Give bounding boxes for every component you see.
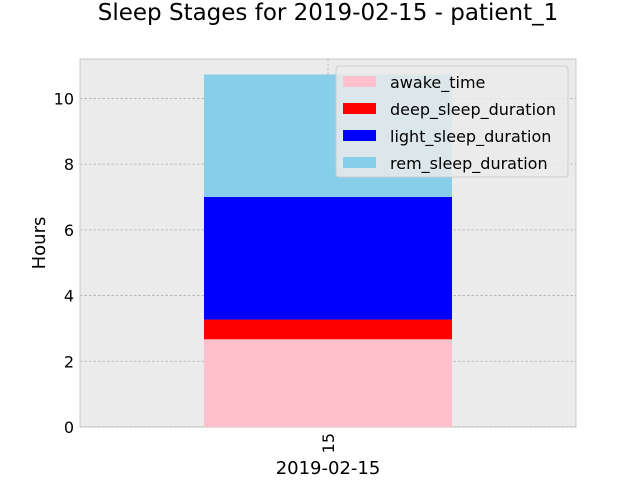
y-tick-label-3: 6 (64, 221, 74, 240)
bars (204, 74, 452, 427)
legend: awake_time deep_sleep_duration light_sleep… (335, 65, 569, 178)
x-tick-label-0: 15 (319, 433, 338, 453)
legend-swatch-rem_sleep_duration (343, 157, 376, 168)
legend-swatch-awake_time (343, 76, 376, 87)
bar-deep_sleep_duration-15 (204, 319, 452, 340)
y-tick-label-5: 10 (54, 89, 74, 108)
bar-awake_time-15 (204, 339, 452, 427)
legend-label-light_sleep_duration: light_sleep_duration (390, 127, 551, 147)
legend-box (335, 65, 569, 178)
y-tick-label-4: 8 (64, 155, 74, 174)
y-tick-label-2: 4 (64, 287, 74, 306)
chart-title: Sleep Stages for 2019-02-15 - patient_1 (98, 0, 558, 26)
y-tick-label-0: 0 (64, 418, 74, 437)
legend-label-deep_sleep_duration: deep_sleep_duration (390, 100, 556, 120)
legend-label-awake_time: awake_time (390, 73, 485, 93)
x-axis-ticks: 15 (319, 433, 338, 453)
x-axis-label: 2019-02-15 (276, 458, 381, 479)
legend-swatch-light_sleep_duration (343, 130, 376, 141)
bar-light_sleep_duration-15 (204, 197, 452, 320)
legend-label-rem_sleep_duration: rem_sleep_duration (390, 154, 548, 174)
y-axis-ticks: 0 2 4 6 8 10 (54, 89, 74, 437)
y-axis-label: Hours (29, 217, 50, 270)
legend-swatch-deep_sleep_duration (343, 103, 376, 114)
y-tick-label-1: 2 (64, 352, 74, 371)
